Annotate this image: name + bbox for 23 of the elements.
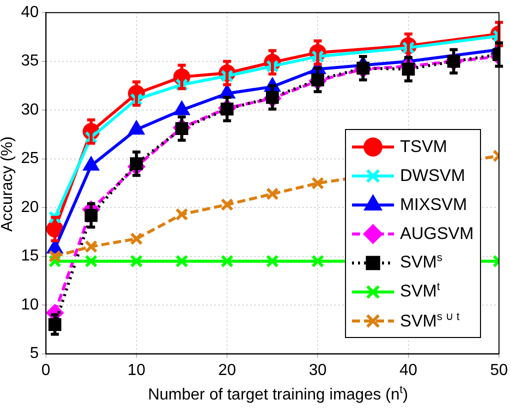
x-tick-label: 10 (128, 362, 146, 379)
y-tick-label: 20 (21, 198, 39, 216)
y-tick-label: 25 (21, 150, 39, 168)
x-tick-label: 50 (490, 362, 508, 379)
x-axis-title: Number of target training images (n$^{t}$) (146, 384, 410, 404)
legend-label: SVM$^{s}$ (400, 252, 442, 273)
legend-label: SVM$^{s ∪ t}$ (400, 310, 460, 332)
legend-label: DWSVM (400, 166, 466, 186)
y-tick-label: 35 (21, 52, 39, 70)
y-tick-label: 15 (21, 248, 39, 265)
y-axis-title: Accuracy (%) (0, 135, 17, 234)
legend-label: MIXSVM (400, 194, 468, 214)
x-tick-label: 30 (308, 362, 327, 379)
legend-label: SVM$^{t}$ (400, 281, 440, 302)
legend-label: AUGSVM (400, 224, 474, 244)
y-tick-label: 5 (30, 345, 39, 362)
x-tick-label: 0 (41, 362, 50, 379)
legend-label: TSVM (400, 136, 448, 156)
y-tick-label: 40 (21, 4, 39, 22)
x-tick-label: 40 (399, 362, 418, 379)
y-tick-label: 10 (21, 296, 39, 314)
y-tick-label: 30 (21, 101, 39, 118)
x-tick-label: 20 (218, 362, 236, 379)
